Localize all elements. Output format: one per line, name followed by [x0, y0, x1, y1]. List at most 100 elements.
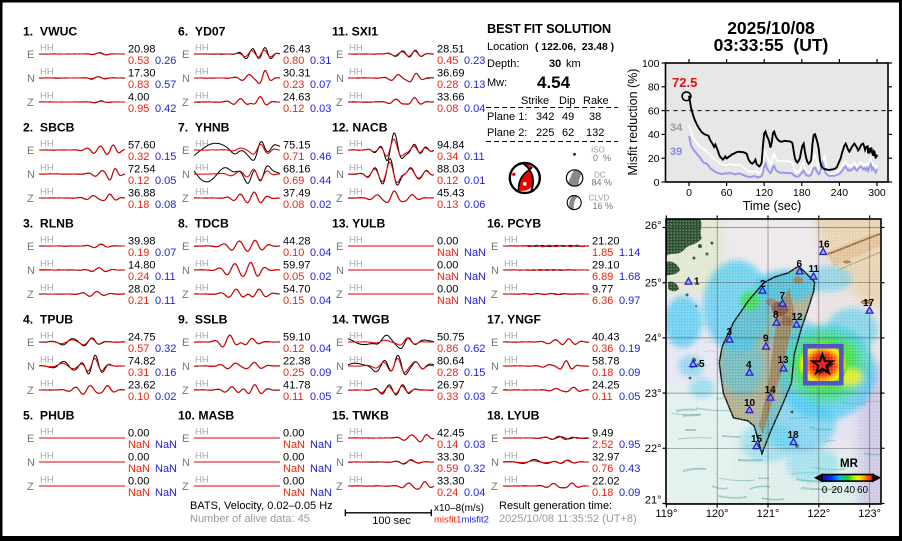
svg-text:0.33: 0.33: [437, 391, 458, 403]
svg-text:120°: 120°: [706, 508, 729, 520]
svg-text:E: E: [182, 145, 189, 157]
svg-text:57.60: 57.60: [128, 140, 156, 152]
svg-text:HH: HH: [195, 43, 209, 54]
svg-text:Misfit reduction (%): Misfit reduction (%): [626, 69, 640, 176]
svg-text:0.44: 0.44: [310, 175, 331, 187]
svg-text:0.00: 0.00: [128, 452, 149, 464]
svg-text:0.19: 0.19: [128, 247, 149, 259]
svg-text:60: 60: [857, 485, 869, 496]
svg-text:0.45: 0.45: [437, 55, 458, 67]
svg-text:1.14: 1.14: [619, 247, 640, 259]
svg-text:HH: HH: [195, 475, 209, 486]
svg-text:0.19: 0.19: [619, 343, 640, 355]
svg-text:36.69: 36.69: [437, 68, 465, 80]
svg-text:14: 14: [765, 385, 777, 396]
svg-text:0.07: 0.07: [155, 247, 176, 259]
svg-text:33.66: 33.66: [437, 92, 465, 104]
svg-text:HH: HH: [349, 451, 363, 462]
svg-text:59.97: 59.97: [283, 260, 311, 272]
svg-text:240: 240: [831, 187, 849, 199]
svg-text:2025/10/08 11:35:52 (UT+8): 2025/10/08 11:35:52 (UT+8): [499, 513, 637, 525]
svg-text:12. NACB: 12. NACB: [332, 121, 388, 135]
svg-text:50.75: 50.75: [437, 332, 465, 344]
svg-text:HH: HH: [349, 379, 363, 390]
svg-text:68.16: 68.16: [283, 164, 311, 176]
svg-text:E: E: [336, 145, 343, 157]
svg-text:21°: 21°: [645, 495, 662, 507]
svg-text:N: N: [336, 169, 344, 181]
svg-text:0.11: 0.11: [283, 391, 304, 403]
svg-text:15. TWKB: 15. TWKB: [332, 409, 389, 423]
svg-text:8. TDCB: 8. TDCB: [178, 217, 229, 231]
svg-text:13. YULB: 13. YULB: [332, 217, 385, 231]
svg-text:NaN: NaN: [128, 463, 150, 475]
svg-text:10: 10: [744, 398, 756, 409]
svg-text:NaN: NaN: [464, 271, 486, 283]
svg-text:119°: 119°: [655, 508, 677, 520]
svg-text:0.18: 0.18: [128, 199, 149, 211]
svg-text:E: E: [336, 337, 343, 349]
svg-text:1.68: 1.68: [619, 271, 640, 283]
svg-text:0.04: 0.04: [310, 247, 331, 259]
svg-text:20: 20: [648, 153, 660, 165]
svg-text:225: 225: [536, 127, 554, 139]
svg-text:1: 1: [694, 277, 700, 288]
svg-text:300: 300: [868, 187, 886, 199]
svg-text:HH: HH: [40, 451, 54, 462]
svg-text:HH: HH: [349, 139, 363, 150]
svg-text:HH: HH: [40, 475, 54, 486]
svg-text:Z: Z: [182, 385, 189, 397]
svg-text:39.98: 39.98: [128, 236, 156, 248]
svg-text:59.10: 59.10: [283, 332, 311, 344]
svg-text:34: 34: [670, 122, 683, 134]
svg-text:0.08: 0.08: [283, 199, 304, 211]
svg-text:0.00: 0.00: [283, 476, 304, 488]
svg-text:0.11: 0.11: [155, 271, 176, 283]
svg-text:0.09: 0.09: [310, 367, 331, 379]
svg-text:NaN: NaN: [437, 295, 459, 307]
svg-text:40.43: 40.43: [592, 332, 620, 344]
svg-text:22.02: 22.02: [592, 476, 620, 488]
svg-text:NaN: NaN: [310, 439, 332, 451]
svg-text:E: E: [27, 337, 34, 349]
svg-text:Time (sec): Time (sec): [743, 199, 802, 213]
svg-text:123°: 123°: [858, 508, 881, 520]
svg-text:16: 16: [819, 240, 831, 251]
svg-text:84 %: 84 %: [592, 178, 613, 188]
svg-text:22.38: 22.38: [283, 356, 311, 368]
svg-text:4.54: 4.54: [537, 73, 571, 92]
svg-text:0.10: 0.10: [128, 391, 149, 403]
svg-text:41.78: 41.78: [283, 380, 311, 392]
svg-text:HH: HH: [40, 379, 54, 390]
svg-text:Number of alive data: 45: Number of alive data: 45: [190, 513, 310, 525]
svg-text:Z: Z: [336, 385, 343, 397]
svg-text:0.53: 0.53: [128, 55, 149, 67]
svg-text:0.80: 0.80: [283, 55, 304, 67]
svg-text:HH: HH: [195, 331, 209, 342]
svg-text:120: 120: [755, 187, 773, 199]
svg-text:2. SBCB: 2. SBCB: [23, 121, 75, 135]
svg-text:5. PHUB: 5. PHUB: [23, 409, 75, 423]
svg-text:HH: HH: [349, 475, 363, 486]
svg-text:0.03: 0.03: [464, 391, 485, 403]
svg-text:6.89: 6.89: [592, 271, 613, 283]
svg-text:1.85: 1.85: [592, 247, 613, 259]
svg-text:Z: Z: [491, 289, 498, 301]
svg-text:Result generation time:: Result generation time:: [499, 500, 612, 512]
svg-text:HH: HH: [349, 427, 363, 438]
svg-text:0.06: 0.06: [464, 199, 485, 211]
svg-text:16. PCYB: 16. PCYB: [487, 217, 541, 231]
svg-text:0.09: 0.09: [619, 367, 640, 379]
svg-text:Plane 1:: Plane 1:: [487, 111, 527, 123]
svg-text:0.59: 0.59: [437, 463, 458, 475]
svg-text:HH: HH: [349, 67, 363, 78]
svg-text:0.00: 0.00: [128, 428, 149, 440]
svg-text:HH: HH: [504, 427, 518, 438]
svg-text:0.02: 0.02: [155, 391, 176, 403]
svg-text:E: E: [27, 241, 34, 253]
svg-text:Mw:: Mw:: [487, 77, 507, 89]
svg-text:HH: HH: [504, 475, 518, 486]
svg-text:0.28: 0.28: [437, 79, 458, 91]
svg-text:Z: Z: [491, 481, 498, 493]
svg-text:132: 132: [586, 127, 604, 139]
